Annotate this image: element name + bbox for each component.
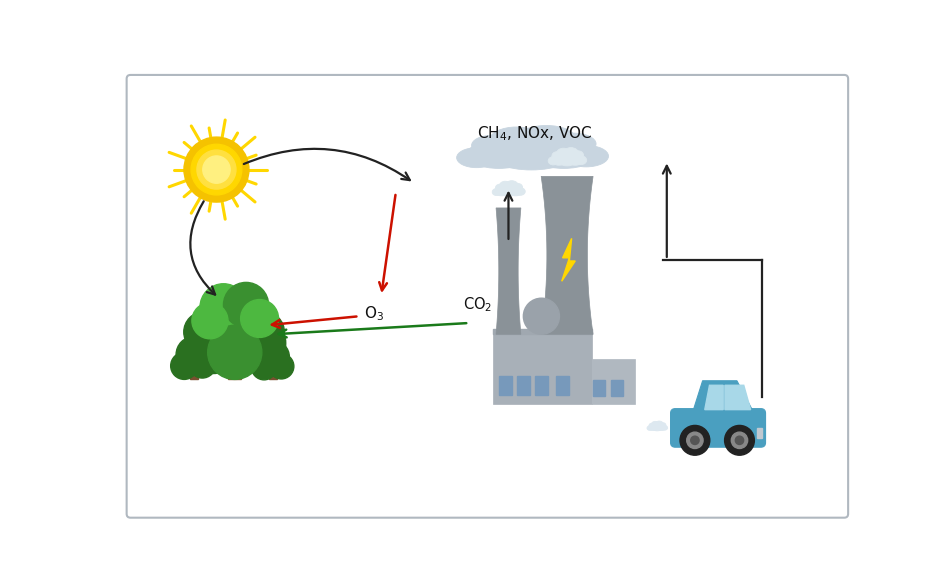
Bar [757, 428, 762, 438]
Ellipse shape [651, 423, 663, 431]
Circle shape [251, 355, 277, 380]
Text: CH$_4$, NOx, VOC: CH$_4$, NOx, VOC [477, 124, 592, 143]
Ellipse shape [651, 421, 659, 427]
Circle shape [241, 299, 279, 338]
Ellipse shape [662, 425, 668, 430]
Polygon shape [541, 176, 593, 334]
Ellipse shape [647, 426, 652, 430]
Ellipse shape [655, 421, 663, 427]
Ellipse shape [660, 423, 666, 427]
Ellipse shape [575, 156, 587, 165]
Ellipse shape [564, 145, 609, 167]
Bar [190, 359, 198, 379]
Polygon shape [725, 385, 750, 410]
Ellipse shape [563, 148, 578, 159]
Ellipse shape [493, 189, 501, 196]
Circle shape [184, 137, 249, 202]
Ellipse shape [495, 186, 509, 196]
Ellipse shape [649, 424, 657, 431]
Ellipse shape [555, 151, 578, 166]
Circle shape [735, 436, 744, 445]
Circle shape [687, 432, 703, 448]
Ellipse shape [515, 188, 525, 195]
Circle shape [690, 436, 699, 445]
Bar [516, 376, 530, 395]
Circle shape [725, 425, 754, 455]
Ellipse shape [573, 151, 584, 159]
Text: CO$_2$: CO$_2$ [463, 295, 493, 314]
Circle shape [223, 282, 268, 328]
Ellipse shape [552, 152, 562, 160]
Circle shape [268, 354, 294, 379]
Bar [498, 376, 512, 395]
Ellipse shape [552, 133, 596, 155]
Ellipse shape [548, 156, 558, 165]
Ellipse shape [495, 184, 504, 191]
Polygon shape [692, 381, 754, 413]
Bar [493, 334, 592, 404]
Bar [592, 359, 635, 404]
Ellipse shape [505, 180, 518, 190]
Ellipse shape [472, 135, 512, 155]
Ellipse shape [523, 298, 559, 334]
Circle shape [203, 293, 267, 357]
Ellipse shape [529, 138, 598, 168]
Circle shape [243, 312, 284, 352]
Polygon shape [705, 385, 723, 410]
Bar [228, 350, 241, 379]
Ellipse shape [456, 148, 496, 168]
Ellipse shape [467, 141, 532, 168]
Circle shape [207, 325, 262, 379]
Circle shape [680, 425, 709, 455]
Circle shape [731, 432, 747, 448]
Circle shape [203, 156, 230, 183]
Circle shape [192, 303, 228, 339]
Circle shape [170, 352, 198, 379]
Ellipse shape [487, 133, 576, 170]
Circle shape [188, 351, 216, 378]
Circle shape [191, 144, 242, 195]
Ellipse shape [551, 154, 567, 165]
Circle shape [200, 284, 247, 331]
Ellipse shape [489, 127, 544, 155]
Ellipse shape [499, 181, 512, 191]
Text: O$_3$: O$_3$ [364, 305, 384, 323]
Bar [534, 376, 548, 395]
Circle shape [227, 314, 285, 373]
Bar [611, 380, 623, 396]
Polygon shape [562, 239, 575, 281]
Ellipse shape [657, 424, 667, 431]
Ellipse shape [649, 423, 654, 428]
Ellipse shape [556, 148, 571, 159]
Bar [592, 380, 605, 396]
Circle shape [184, 312, 224, 352]
Ellipse shape [516, 125, 576, 153]
Circle shape [185, 318, 241, 373]
Bar [269, 362, 277, 379]
Ellipse shape [508, 185, 523, 196]
Bar [555, 376, 570, 395]
Bar [493, 329, 592, 334]
Circle shape [257, 340, 289, 373]
Circle shape [176, 336, 212, 373]
Ellipse shape [498, 183, 518, 196]
FancyBboxPatch shape [670, 408, 766, 447]
Circle shape [197, 150, 236, 189]
Polygon shape [496, 208, 521, 334]
Ellipse shape [567, 152, 584, 165]
Ellipse shape [513, 183, 522, 191]
